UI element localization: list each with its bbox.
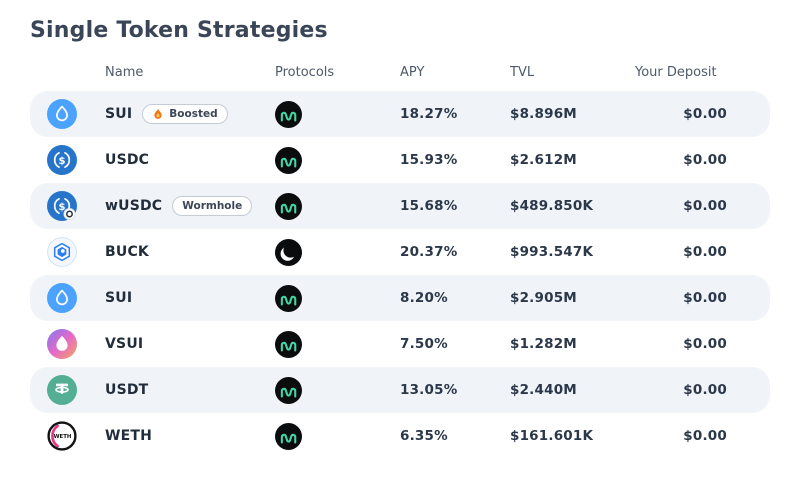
- name-cell: USDC: [105, 152, 275, 168]
- token-name: WETH: [105, 428, 153, 444]
- col-header-name: Name: [105, 65, 144, 80]
- protocol-cell: [275, 376, 400, 404]
- col-header-protocols: Protocols: [275, 65, 335, 80]
- token-name: USDC: [105, 152, 150, 168]
- table-row[interactable]: WETH WETH 6.35% $161.601K $0.00: [30, 413, 770, 459]
- navi-protocol-icon: [275, 146, 302, 174]
- usdt-token-icon: [47, 375, 77, 405]
- protocol-cell: [275, 422, 400, 450]
- token-name: SUI: [105, 106, 133, 122]
- token-icon-cell: WETH: [30, 421, 105, 451]
- vsui-token-icon: [47, 329, 77, 359]
- protocol-cell: [275, 330, 400, 358]
- svg-text:WETH: WETH: [54, 434, 72, 440]
- token-name: VSUI: [105, 336, 144, 352]
- deposit-value: $0.00: [683, 198, 727, 214]
- strategies-table: Name Protocols APY TVL Your Deposit SUI …: [30, 65, 770, 459]
- weth-token-icon: WETH: [47, 421, 77, 451]
- sui-token-icon: [47, 99, 77, 129]
- token-icon-cell: $: [30, 191, 105, 221]
- apy-value: 18.27%: [400, 106, 458, 122]
- protocol-cell: [275, 192, 400, 220]
- col-header-apy: APY: [400, 65, 425, 80]
- badge: Boosted: [142, 104, 228, 124]
- badge-label: Wormhole: [182, 200, 243, 212]
- svg-text:$: $: [59, 156, 66, 167]
- token-icon-cell: [30, 283, 105, 313]
- navi-protocol-icon: [275, 192, 302, 220]
- name-cell: wUSDC Wormhole: [105, 196, 275, 216]
- token-icon-cell: [30, 99, 105, 129]
- usdc-token-icon: $: [47, 145, 77, 175]
- navi-protocol-icon: [275, 330, 302, 358]
- token-name: SUI: [105, 290, 133, 306]
- table-header: Name Protocols APY TVL Your Deposit: [30, 65, 770, 80]
- apy-value: 7.50%: [400, 336, 448, 352]
- deposit-value: $0.00: [683, 428, 727, 444]
- tvl-value: $8.896M: [510, 106, 577, 122]
- wusdc-token-icon: $: [47, 191, 77, 221]
- token-name: BUCK: [105, 244, 149, 260]
- navi-protocol-icon: [275, 284, 302, 312]
- tvl-value: $1.282M: [510, 336, 577, 352]
- table-row[interactable]: BUCK 20.37% $993.547K $0.00: [30, 229, 770, 275]
- tvl-value: $2.612M: [510, 152, 577, 168]
- apy-value: 13.05%: [400, 382, 458, 398]
- token-icon-cell: [30, 329, 105, 359]
- deposit-value: $0.00: [683, 106, 727, 122]
- tvl-value: $993.547K: [510, 244, 594, 260]
- table-body: SUI Boosted 18.27% $8.896M $0.00 $ USDC …: [30, 91, 770, 459]
- token-icon-cell: $: [30, 145, 105, 175]
- navi-protocol-icon: [275, 100, 302, 128]
- table-row[interactable]: $ USDC 15.93% $2.612M $0.00: [30, 137, 770, 183]
- deposit-value: $0.00: [683, 244, 727, 260]
- deposit-value: $0.00: [683, 152, 727, 168]
- single-token-strategies-page: Single Token Strategies Name Protocols A…: [30, 18, 770, 459]
- sui-token-icon: [47, 283, 77, 313]
- protocol-cell: [275, 100, 400, 128]
- page-title: Single Token Strategies: [30, 18, 328, 43]
- deposit-value: $0.00: [683, 382, 727, 398]
- protocol-cell: [275, 284, 400, 312]
- token-name: USDT: [105, 382, 149, 398]
- bucket-protocol-icon: [275, 238, 302, 266]
- deposit-value: $0.00: [683, 290, 727, 306]
- name-cell: WETH: [105, 428, 275, 444]
- col-header-your-deposit: Your Deposit: [635, 65, 717, 80]
- table-row[interactable]: SUI 8.20% $2.905M $0.00: [30, 275, 770, 321]
- name-cell: USDT: [105, 382, 275, 398]
- table-row[interactable]: USDT 13.05% $2.440M $0.00: [30, 367, 770, 413]
- table-row[interactable]: SUI Boosted 18.27% $8.896M $0.00: [30, 91, 770, 137]
- apy-value: 6.35%: [400, 428, 448, 444]
- col-header-tvl: TVL: [510, 65, 535, 80]
- table-row[interactable]: $ wUSDC Wormhole 15.68% $489.850K $0.00: [30, 183, 770, 229]
- protocol-cell: [275, 146, 400, 174]
- name-cell: SUI: [105, 290, 275, 306]
- badge-label: Boosted: [169, 108, 218, 120]
- navi-protocol-icon: [275, 376, 302, 404]
- table-row[interactable]: VSUI 7.50% $1.282M $0.00: [30, 321, 770, 367]
- badge: Wormhole: [172, 196, 253, 216]
- tvl-value: $489.850K: [510, 198, 594, 214]
- tvl-value: $2.440M: [510, 382, 577, 398]
- buck-token-icon: [47, 237, 77, 267]
- tvl-value: $161.601K: [510, 428, 594, 444]
- token-icon-cell: [30, 237, 105, 267]
- svg-text:$: $: [59, 202, 66, 213]
- apy-value: 8.20%: [400, 290, 448, 306]
- token-icon-cell: [30, 375, 105, 405]
- flame-icon: [152, 108, 164, 120]
- navi-protocol-icon: [275, 422, 302, 450]
- name-cell: BUCK: [105, 244, 275, 260]
- name-cell: VSUI: [105, 336, 275, 352]
- tvl-value: $2.905M: [510, 290, 577, 306]
- apy-value: 20.37%: [400, 244, 458, 260]
- deposit-value: $0.00: [683, 336, 727, 352]
- protocol-cell: [275, 238, 400, 266]
- name-cell: SUI Boosted: [105, 104, 275, 124]
- apy-value: 15.93%: [400, 152, 458, 168]
- apy-value: 15.68%: [400, 198, 458, 214]
- token-name: wUSDC: [105, 198, 163, 214]
